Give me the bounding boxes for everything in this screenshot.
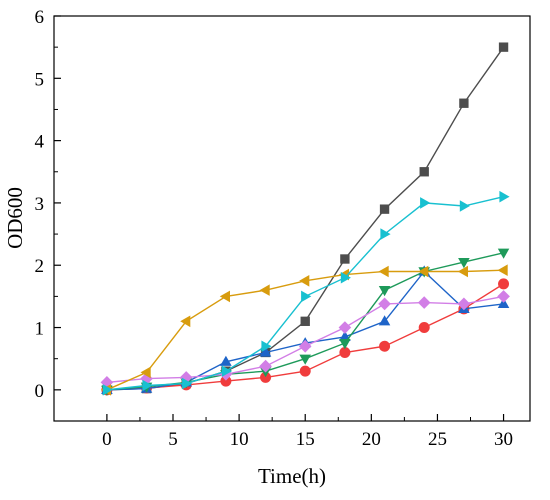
y-tick-label: 2 — [35, 256, 45, 277]
x-tick-label: 0 — [102, 429, 112, 450]
data-point-triangle-left — [418, 265, 429, 278]
data-point-triangle-up — [378, 315, 391, 326]
data-point-triangle-right — [142, 379, 153, 392]
plot-frame — [53, 15, 531, 422]
data-point-circle — [379, 340, 391, 352]
x-axis-title: Time(h) — [258, 464, 326, 488]
data-point-square — [459, 98, 469, 108]
data-point-diamond — [298, 339, 312, 353]
data-point-square — [379, 204, 390, 214]
y-axis-title: OD600 — [3, 187, 27, 249]
x-tick-label: 30 — [494, 429, 513, 450]
data-point-triangle-up — [259, 346, 272, 357]
data-point-circle — [339, 346, 351, 358]
data-point-circle — [220, 375, 232, 387]
data-point-diamond — [417, 296, 431, 309]
data-point-square — [300, 316, 310, 326]
data-point-triangle-right — [380, 228, 391, 240]
y-axis-ticks: 0 1 2 3 4 5 6 — [35, 7, 61, 402]
series-triangle-right — [102, 190, 510, 396]
y-tick-label: 5 — [35, 69, 45, 90]
data-point-triangle-down — [458, 258, 470, 269]
data-point-triangle-right — [420, 197, 431, 209]
y-tick-label: 1 — [35, 319, 45, 340]
data-point-triangle-down — [378, 286, 391, 297]
data-point-circle — [418, 322, 430, 334]
series-layer — [100, 42, 510, 396]
y-tick-label: 0 — [35, 381, 45, 402]
data-point-triangle-right — [102, 384, 113, 396]
data-point-triangle-right — [261, 340, 272, 352]
data-point-triangle-left — [180, 315, 191, 328]
data-point-triangle-right — [459, 200, 470, 212]
data-point-circle — [498, 278, 510, 290]
data-point-circle — [299, 365, 311, 377]
data-point-diamond — [179, 371, 193, 384]
data-point-diamond — [338, 321, 352, 334]
data-point-triangle-left — [299, 275, 310, 287]
y-tick-label: 4 — [35, 132, 45, 153]
x-tick-label: 10 — [230, 429, 249, 450]
data-point-triangle-left — [457, 265, 468, 278]
data-point-triangle-left — [259, 284, 270, 296]
data-point-triangle-left — [378, 265, 389, 278]
data-point-triangle-up — [497, 297, 510, 308]
data-point-triangle-right — [221, 365, 232, 377]
data-point-circle — [260, 371, 272, 383]
data-point-triangle-down — [339, 339, 351, 350]
data-point-square — [419, 167, 429, 177]
x-tick-label: 20 — [362, 429, 381, 450]
data-point-triangle-right — [340, 271, 351, 284]
x-axis-ticks: 0 5 10 15 20 25 30 — [102, 414, 513, 450]
x-tick-label: 15 — [296, 429, 315, 450]
data-point-triangle-right — [182, 377, 193, 390]
data-point-triangle-left — [140, 366, 151, 379]
data-point-triangle-down — [497, 248, 510, 259]
data-point-triangle-right — [499, 190, 510, 203]
x-tick-label: 25 — [428, 429, 447, 450]
y-tick-label: 3 — [35, 194, 45, 215]
x-tick-label: 5 — [168, 429, 178, 450]
data-point-triangle-left — [219, 290, 230, 303]
data-point-diamond — [497, 290, 510, 303]
series-triangle-left — [100, 264, 508, 396]
data-point-diamond — [457, 297, 471, 311]
data-point-triangle-down — [299, 354, 311, 365]
data-point-diamond — [259, 359, 272, 373]
data-point-square — [498, 42, 509, 52]
data-point-triangle-left — [497, 264, 508, 276]
data-point-diamond — [378, 297, 391, 311]
y-tick-label: 6 — [35, 7, 45, 28]
data-point-triangle-right — [301, 290, 312, 303]
data-point-square — [340, 254, 350, 264]
data-point-triangle-up — [220, 355, 232, 366]
